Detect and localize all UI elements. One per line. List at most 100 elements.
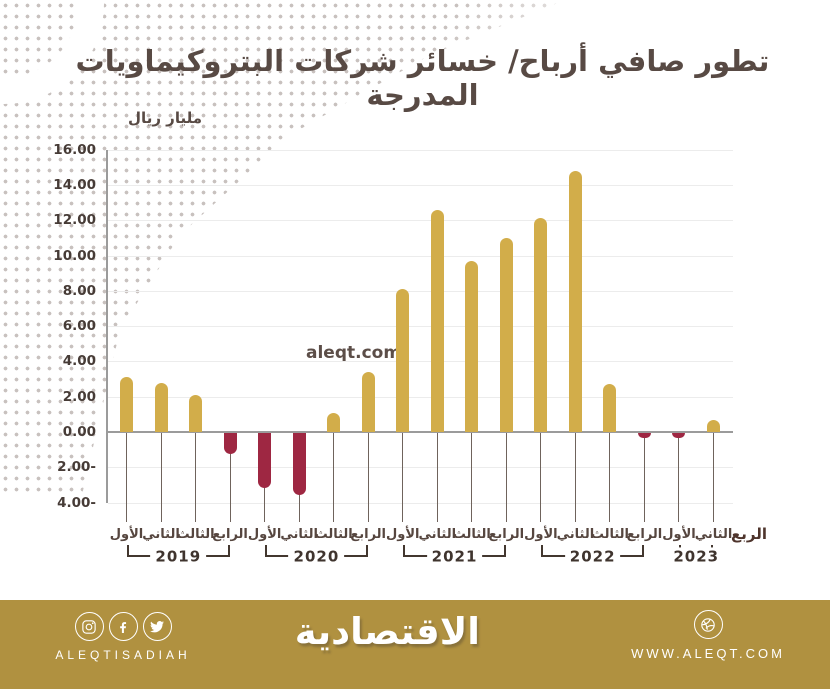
y-tick-label: 8.00 xyxy=(62,282,96,299)
bar-2019-q1 xyxy=(120,377,133,432)
gridline xyxy=(108,361,733,363)
gridline xyxy=(108,467,733,469)
y-tick-label: 16.00 xyxy=(53,141,96,158)
social-block: ALEQTISADIAH xyxy=(48,612,198,662)
quarter-label: الثاني xyxy=(418,527,457,542)
dribbble-icon[interactable] xyxy=(693,610,723,639)
bar-stem xyxy=(229,433,231,522)
bar-2021-q1 xyxy=(396,289,410,432)
bar-2020-q2 xyxy=(292,433,306,495)
gridline xyxy=(108,326,733,328)
bar-stem xyxy=(609,433,611,522)
x-axis-title: الربع xyxy=(731,525,767,543)
bar-2021-q2 xyxy=(430,209,444,432)
quarter-label: الثالث xyxy=(590,527,629,542)
bar-2020-q4 xyxy=(361,371,375,432)
quarter-label: الأول xyxy=(524,527,558,542)
bar-2022-q1 xyxy=(534,218,548,432)
social-handle: ALEQTISADIAH xyxy=(55,648,191,662)
quarter-label: الثالث xyxy=(176,527,215,542)
quarter-label: الثاني xyxy=(556,527,595,542)
year-bracket-2021: 2021 xyxy=(402,545,507,566)
y-tick-label: 2.00- xyxy=(57,459,96,476)
social-icon-row xyxy=(48,612,198,641)
quarter-label: الثالث xyxy=(452,527,491,542)
zero-line xyxy=(108,431,733,433)
quarter-label: الأول xyxy=(662,527,696,542)
facebook-icon[interactable] xyxy=(108,612,138,641)
quarter-label: الأول xyxy=(385,527,420,542)
year-label: 2020 xyxy=(288,547,345,566)
quarter-label: الثاني xyxy=(142,527,180,542)
bar-2021-q4 xyxy=(499,237,513,432)
y-tick-label: 2.00 xyxy=(62,388,96,405)
bar-2022-q4 xyxy=(637,433,651,439)
watermark: aleqt.com xyxy=(306,343,402,363)
twitter-icon[interactable] xyxy=(142,612,172,641)
year-bracket-2020: 2020 xyxy=(264,545,369,566)
quarter-label: الرابع xyxy=(350,527,387,542)
y-tick-label: 10.00 xyxy=(53,247,96,264)
website-block: WWW.ALEQT.COM xyxy=(622,610,794,661)
bar-stem xyxy=(160,433,162,522)
gridline xyxy=(108,184,733,186)
bar-stem xyxy=(126,433,127,522)
y-tick-label: 4.00- xyxy=(57,494,96,511)
y-axis-unit-label: مليار ريال xyxy=(128,109,202,127)
quarter-label: الثاني xyxy=(694,527,733,542)
y-tick-label: 14.00 xyxy=(53,176,96,193)
bar-stem xyxy=(333,433,335,522)
bar-stem xyxy=(678,433,680,522)
gridline xyxy=(108,149,733,151)
y-tick-label: 12.00 xyxy=(53,212,96,229)
quarter-label: الأول xyxy=(247,527,282,542)
bar-stem xyxy=(195,433,197,522)
bar-stem xyxy=(713,433,714,522)
quarter-label: الرابع xyxy=(626,527,663,542)
bar-stem xyxy=(643,433,645,522)
gridline xyxy=(108,502,733,504)
quarter-label: الثاني xyxy=(280,527,318,542)
y-tick-label: 6.00 xyxy=(62,318,96,335)
bar-2023-q2 xyxy=(707,419,720,432)
year-label: 2021 xyxy=(426,547,483,566)
bar-stem xyxy=(505,433,507,522)
bar-stem xyxy=(471,433,473,522)
year-label: 2023 xyxy=(668,547,725,566)
gridline xyxy=(108,396,733,398)
bar-stem xyxy=(367,433,369,522)
bar-2022-q2 xyxy=(568,170,582,432)
bar-stem xyxy=(540,433,542,522)
instagram-icon[interactable] xyxy=(74,612,104,641)
year-bracket-2022: 2022 xyxy=(540,545,645,566)
page-title: تطور صافي أرباح/ خسائر شركات البتروكيماو… xyxy=(75,44,770,112)
bar-stem xyxy=(402,433,404,522)
year-label: 2019 xyxy=(150,547,207,566)
bar-2020-q3 xyxy=(327,412,341,432)
quarter-label: الرابع xyxy=(488,527,525,542)
gridline xyxy=(108,255,733,257)
bar-2021-q3 xyxy=(465,260,479,432)
bar-2023-q1 xyxy=(672,433,686,439)
bar-2019-q4 xyxy=(223,433,237,455)
year-label: 2022 xyxy=(564,547,621,566)
year-bracket-2023: 2023 xyxy=(668,545,725,566)
y-tick-label: 4.00 xyxy=(62,353,96,370)
year-bracket-2019: 2019 xyxy=(126,545,231,566)
bar-stem xyxy=(436,433,438,522)
bar-chart: aleqt.com 16.00 14.00 12.00 10.00 8.00 6.00 4.… xyxy=(53,141,733,566)
footer-bar: ALEQTISADIAH الاقتصادية WWW.ALEQT.COM xyxy=(0,600,830,689)
quarter-label: الرابع xyxy=(212,527,248,542)
quarter-label: الأول xyxy=(109,527,144,542)
gridline xyxy=(108,220,733,222)
gridline xyxy=(108,290,733,292)
y-tick-label: 0.00 xyxy=(62,424,96,440)
bar-2019-q3 xyxy=(189,394,203,432)
website-icon-row xyxy=(622,610,794,639)
website-url[interactable]: WWW.ALEQT.COM xyxy=(631,646,785,661)
bar-2020-q1 xyxy=(258,433,272,488)
brand-logo: الاقتصادية xyxy=(294,610,480,653)
bar-2022-q3 xyxy=(603,384,617,432)
quarter-label: الثالث xyxy=(314,527,353,542)
